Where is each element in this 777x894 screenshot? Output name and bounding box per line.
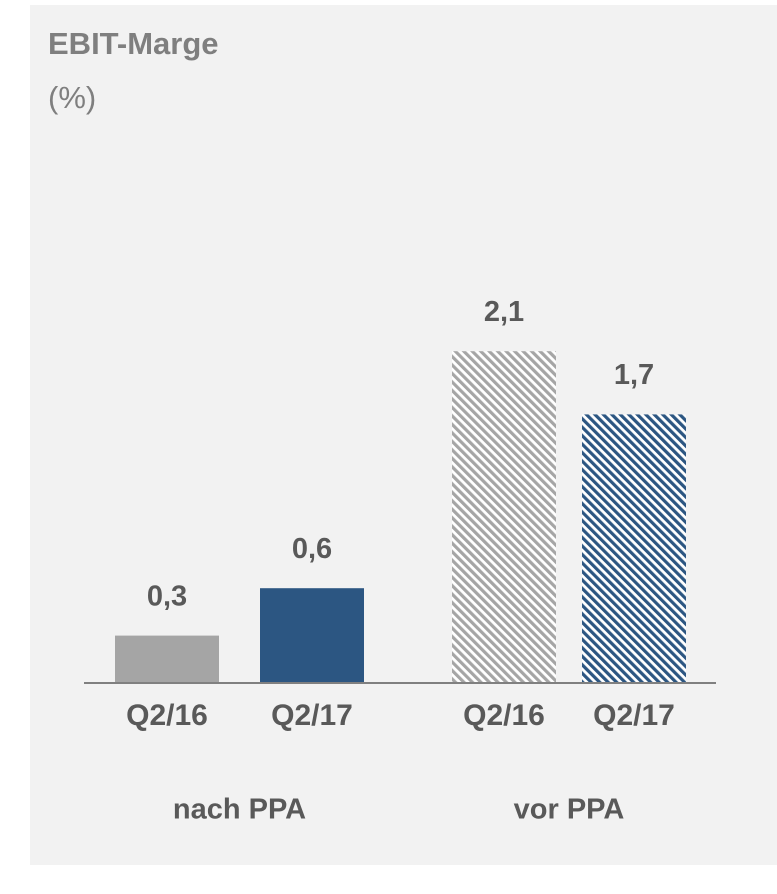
value-label: 2,1 <box>484 296 524 328</box>
bar <box>582 414 686 683</box>
value-label: 1,7 <box>614 359 654 391</box>
group-label: vor PPA <box>514 794 625 826</box>
value-label: 0,6 <box>292 533 332 565</box>
value-label: 0,3 <box>147 580 187 612</box>
chart-title: EBIT-Marge <box>48 26 219 61</box>
x-tick-label: Q2/17 <box>271 699 353 732</box>
group-label: nach PPA <box>173 794 306 826</box>
chart-subtitle: (%) <box>48 80 96 115</box>
x-tick-label: Q2/17 <box>593 699 675 732</box>
bar <box>115 635 219 683</box>
x-tick-label: Q2/16 <box>126 699 208 732</box>
bar <box>260 588 364 683</box>
bar <box>452 351 556 683</box>
x-tick-label: Q2/16 <box>463 699 545 732</box>
